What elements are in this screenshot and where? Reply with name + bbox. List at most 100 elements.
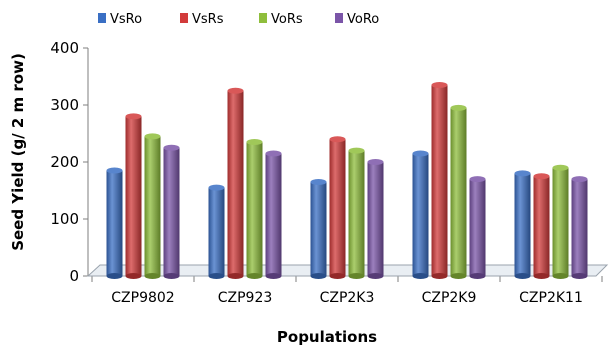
bar-top (348, 147, 365, 154)
bar (412, 150, 429, 279)
bar-body (367, 162, 384, 276)
bar-top (450, 104, 467, 111)
bar-base (469, 273, 486, 279)
bar-body (246, 142, 263, 276)
bar-top (469, 176, 486, 183)
bar-body (469, 179, 486, 276)
bar (514, 170, 531, 279)
bar-body (163, 147, 180, 276)
x-axis-title: Populations (277, 328, 377, 346)
bar-base (450, 273, 467, 279)
y-tick-label: 100 (50, 210, 79, 228)
bar-base (310, 273, 327, 279)
bar-body (533, 176, 550, 276)
legend-label: VoRo (347, 12, 379, 27)
bar-top (329, 136, 346, 143)
y-tick-label: 300 (50, 96, 79, 114)
legend-item: VoRo (335, 12, 379, 27)
bar-body (227, 90, 244, 276)
legend-swatch (180, 13, 188, 23)
bar-body (571, 179, 588, 276)
bars (106, 82, 588, 279)
bar-base (533, 273, 550, 279)
bar (265, 150, 282, 279)
bar-top (571, 176, 588, 183)
bar-body (106, 170, 123, 276)
bar-top (310, 178, 327, 185)
legend-label: VsRo (110, 12, 142, 27)
bar-base (246, 273, 263, 279)
y-tick-label: 0 (69, 267, 79, 285)
legend-item: VsRs (180, 12, 224, 27)
bar-base (552, 273, 569, 279)
bar-top (265, 150, 282, 157)
bar-body (329, 139, 346, 276)
bar-body (265, 153, 282, 276)
bar (227, 87, 244, 279)
category-label: CZP9802 (111, 290, 174, 306)
legend-label: VoRs (271, 12, 303, 27)
category-label: CZP2K11 (519, 290, 583, 306)
bar-top (246, 139, 263, 146)
bar (431, 82, 448, 279)
bar (450, 104, 467, 279)
bar-base (431, 273, 448, 279)
category-label: CZP2K3 (320, 290, 375, 306)
legend-item: VsRo (98, 12, 142, 27)
bar-body (431, 85, 448, 276)
legend-label: VsRs (192, 12, 224, 27)
bar-top (163, 144, 180, 151)
bar-top (144, 133, 161, 140)
bar-top (412, 150, 429, 157)
bar-base (367, 273, 384, 279)
bar-top (431, 82, 448, 89)
legend-swatch (259, 13, 267, 23)
bar-base (163, 273, 180, 279)
bar-top (367, 159, 384, 165)
y-tick-label: 200 (50, 153, 79, 171)
bar (106, 167, 123, 279)
bar-base (514, 273, 531, 279)
bar-top (227, 87, 244, 94)
bar (552, 164, 569, 279)
axes: 0 100 200 300 400 CZP9802 CZP923 CZP2K3 CZP2K9 CZ… (50, 39, 603, 306)
bar-body (144, 136, 161, 276)
labels: Populations Seed Yield (g/ 2 m row) (9, 53, 377, 346)
bar-body (450, 107, 467, 276)
bar (329, 136, 346, 279)
y-axis-title: Seed Yield (g/ 2 m row) (9, 53, 27, 251)
bar (125, 113, 142, 279)
bar (571, 176, 588, 279)
bar-top (125, 113, 142, 120)
y-tick-label: 400 (50, 39, 79, 57)
bar-body (348, 150, 365, 276)
bar (367, 159, 384, 279)
bar-base (412, 273, 429, 279)
bar (469, 176, 486, 279)
category-label: CZP923 (218, 290, 273, 306)
legend-swatch (335, 13, 343, 23)
legend: VsRo VsRs VoRs VoRo (98, 12, 379, 27)
bar (208, 184, 225, 279)
bar (348, 147, 365, 279)
bar-body (514, 173, 531, 276)
bar (246, 139, 263, 279)
bar-base (125, 273, 142, 279)
bar-body (208, 187, 225, 276)
bar-top (514, 170, 531, 177)
bar-base (227, 273, 244, 279)
bar-top (106, 167, 123, 174)
bar-base (265, 273, 282, 279)
legend-swatch (98, 13, 106, 23)
bar-base (106, 273, 123, 279)
bar-body (412, 153, 429, 276)
bar-base (144, 273, 161, 279)
bar-base (348, 273, 365, 279)
bar-base (329, 273, 346, 279)
bar (310, 178, 327, 279)
bar-top (208, 184, 225, 191)
bar (163, 144, 180, 279)
bar-top (533, 173, 550, 180)
bar-body (552, 167, 569, 276)
